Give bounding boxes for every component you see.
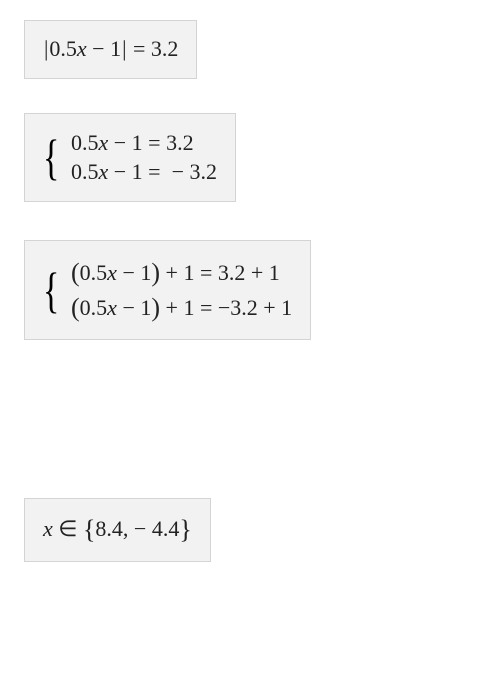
system-brace: { 0.5x − 1 = 3.2 0.5x − 1 = − 3.2 [43,128,217,187]
solution-set: x ∈ {8.4, − 4.4} [43,513,192,547]
step1-rhs: 3.2 [151,36,179,61]
step2-line1: 0.5x − 1 = 3.2 [71,128,217,158]
set-close-brace: } [179,515,191,544]
step3-line1: (0.5x − 1) + 1 = 3.2 + 1 [71,255,292,290]
set-open-brace: { [83,515,95,544]
equation-expr: |0.5x − 1| = 3.2 [43,35,178,64]
left-brace-icon: { [43,128,59,187]
equation-step-2: { 0.5x − 1 = 3.2 0.5x − 1 = − 3.2 [24,113,236,202]
equation-step-3: { (0.5x − 1) + 1 = 3.2 + 1 (0.5x − 1) + … [24,240,311,340]
left-brace-icon: { [43,255,59,325]
step3-line2: (0.5x − 1) + 1 = −3.2 + 1 [71,290,292,325]
solution-values: 8.4, − 4.4 [95,516,179,541]
equation-step-4: x ∈ {8.4, − 4.4} [24,498,211,562]
system-brace: { (0.5x − 1) + 1 = 3.2 + 1 (0.5x − 1) + … [43,255,292,325]
equation-step-1: |0.5x − 1| = 3.2 [24,20,197,79]
step2-line2: 0.5x − 1 = − 3.2 [71,157,217,187]
